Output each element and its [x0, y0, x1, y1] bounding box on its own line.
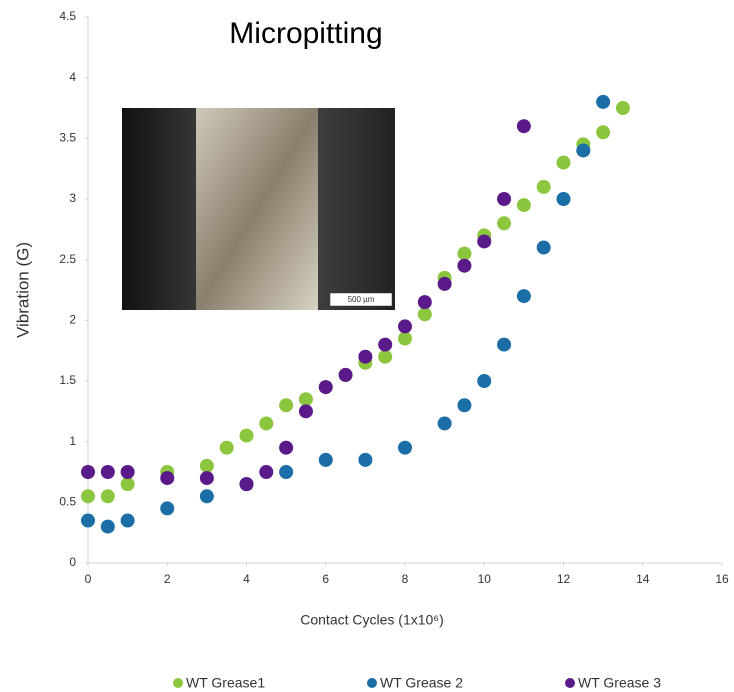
point [160, 501, 175, 516]
point [338, 367, 353, 382]
point [378, 337, 393, 352]
point [100, 465, 115, 479]
point [318, 452, 333, 467]
x-tick-label: 2 [164, 572, 171, 586]
point [536, 179, 551, 194]
point [516, 289, 531, 304]
point [219, 440, 234, 455]
point [516, 198, 531, 213]
point [279, 465, 294, 479]
point [398, 319, 412, 334]
y-tick-label: 0 [69, 555, 76, 569]
point [239, 477, 254, 492]
legend-marker [367, 678, 377, 688]
point [398, 331, 412, 346]
point [358, 452, 373, 467]
y-tick-label: 2.5 [59, 252, 76, 266]
point [279, 398, 294, 413]
x-tick-label: 0 [85, 572, 92, 586]
point [298, 392, 313, 407]
legend-marker [173, 678, 183, 688]
legend-marker [565, 678, 575, 688]
x-tick-label: 10 [478, 572, 492, 586]
x-tick-label: 6 [322, 572, 329, 586]
point [120, 513, 135, 528]
point [477, 374, 492, 388]
point [556, 192, 571, 206]
x-tick-label: 16 [715, 572, 729, 586]
point [596, 94, 611, 109]
point [239, 428, 254, 443]
point [358, 349, 373, 364]
y-tick-label: 3.5 [59, 131, 76, 145]
point [615, 101, 630, 115]
y-tick-label: 4 [69, 70, 76, 84]
point [199, 471, 214, 486]
point [398, 440, 412, 455]
point [81, 465, 95, 479]
point [81, 513, 95, 528]
point [516, 119, 531, 134]
point [259, 416, 274, 431]
legend-label: WT Grease 3 [578, 675, 661, 691]
y-tick-label: 0.5 [59, 495, 76, 509]
x-tick-label: 4 [243, 572, 250, 586]
point [457, 398, 472, 413]
point [100, 489, 115, 504]
chart-title: Micropitting [229, 17, 382, 50]
y-axis-label: Vibration (G) [13, 242, 32, 338]
x-tick-label: 14 [636, 572, 650, 586]
legend-label: WT Grease 2 [380, 675, 463, 691]
point [417, 295, 432, 310]
y-tick-label: 1 [69, 434, 76, 448]
x-tick-label: 8 [402, 572, 409, 586]
point [497, 192, 512, 206]
y-tick-label: 4.5 [59, 9, 76, 23]
point [298, 404, 313, 419]
point [437, 416, 452, 431]
y-tick-label: 1.5 [59, 373, 76, 387]
scale-label: 500 µm [348, 295, 375, 304]
point [457, 246, 472, 261]
point [160, 471, 175, 486]
point [457, 258, 472, 273]
x-tick-label: 12 [557, 572, 571, 586]
point [497, 216, 512, 231]
point [556, 155, 571, 170]
point [259, 465, 274, 479]
legend-label: WT Grease1 [186, 675, 265, 691]
inset-photo: 500 µm [122, 108, 395, 310]
point [120, 477, 135, 492]
point [576, 143, 591, 158]
point [497, 337, 512, 352]
point [536, 240, 551, 255]
point [318, 380, 333, 395]
point [477, 234, 492, 249]
y-tick-label: 3 [69, 191, 76, 205]
point [417, 307, 432, 322]
point [378, 349, 393, 364]
point [596, 125, 611, 140]
point [81, 489, 95, 504]
point [279, 440, 294, 455]
y-tick-label: 2 [69, 313, 76, 327]
point [100, 519, 115, 534]
point [120, 465, 135, 479]
point [199, 489, 214, 504]
point [437, 276, 452, 291]
point [199, 458, 214, 473]
x-axis-label: Contact Cycles (1x10⁶) [300, 612, 443, 628]
